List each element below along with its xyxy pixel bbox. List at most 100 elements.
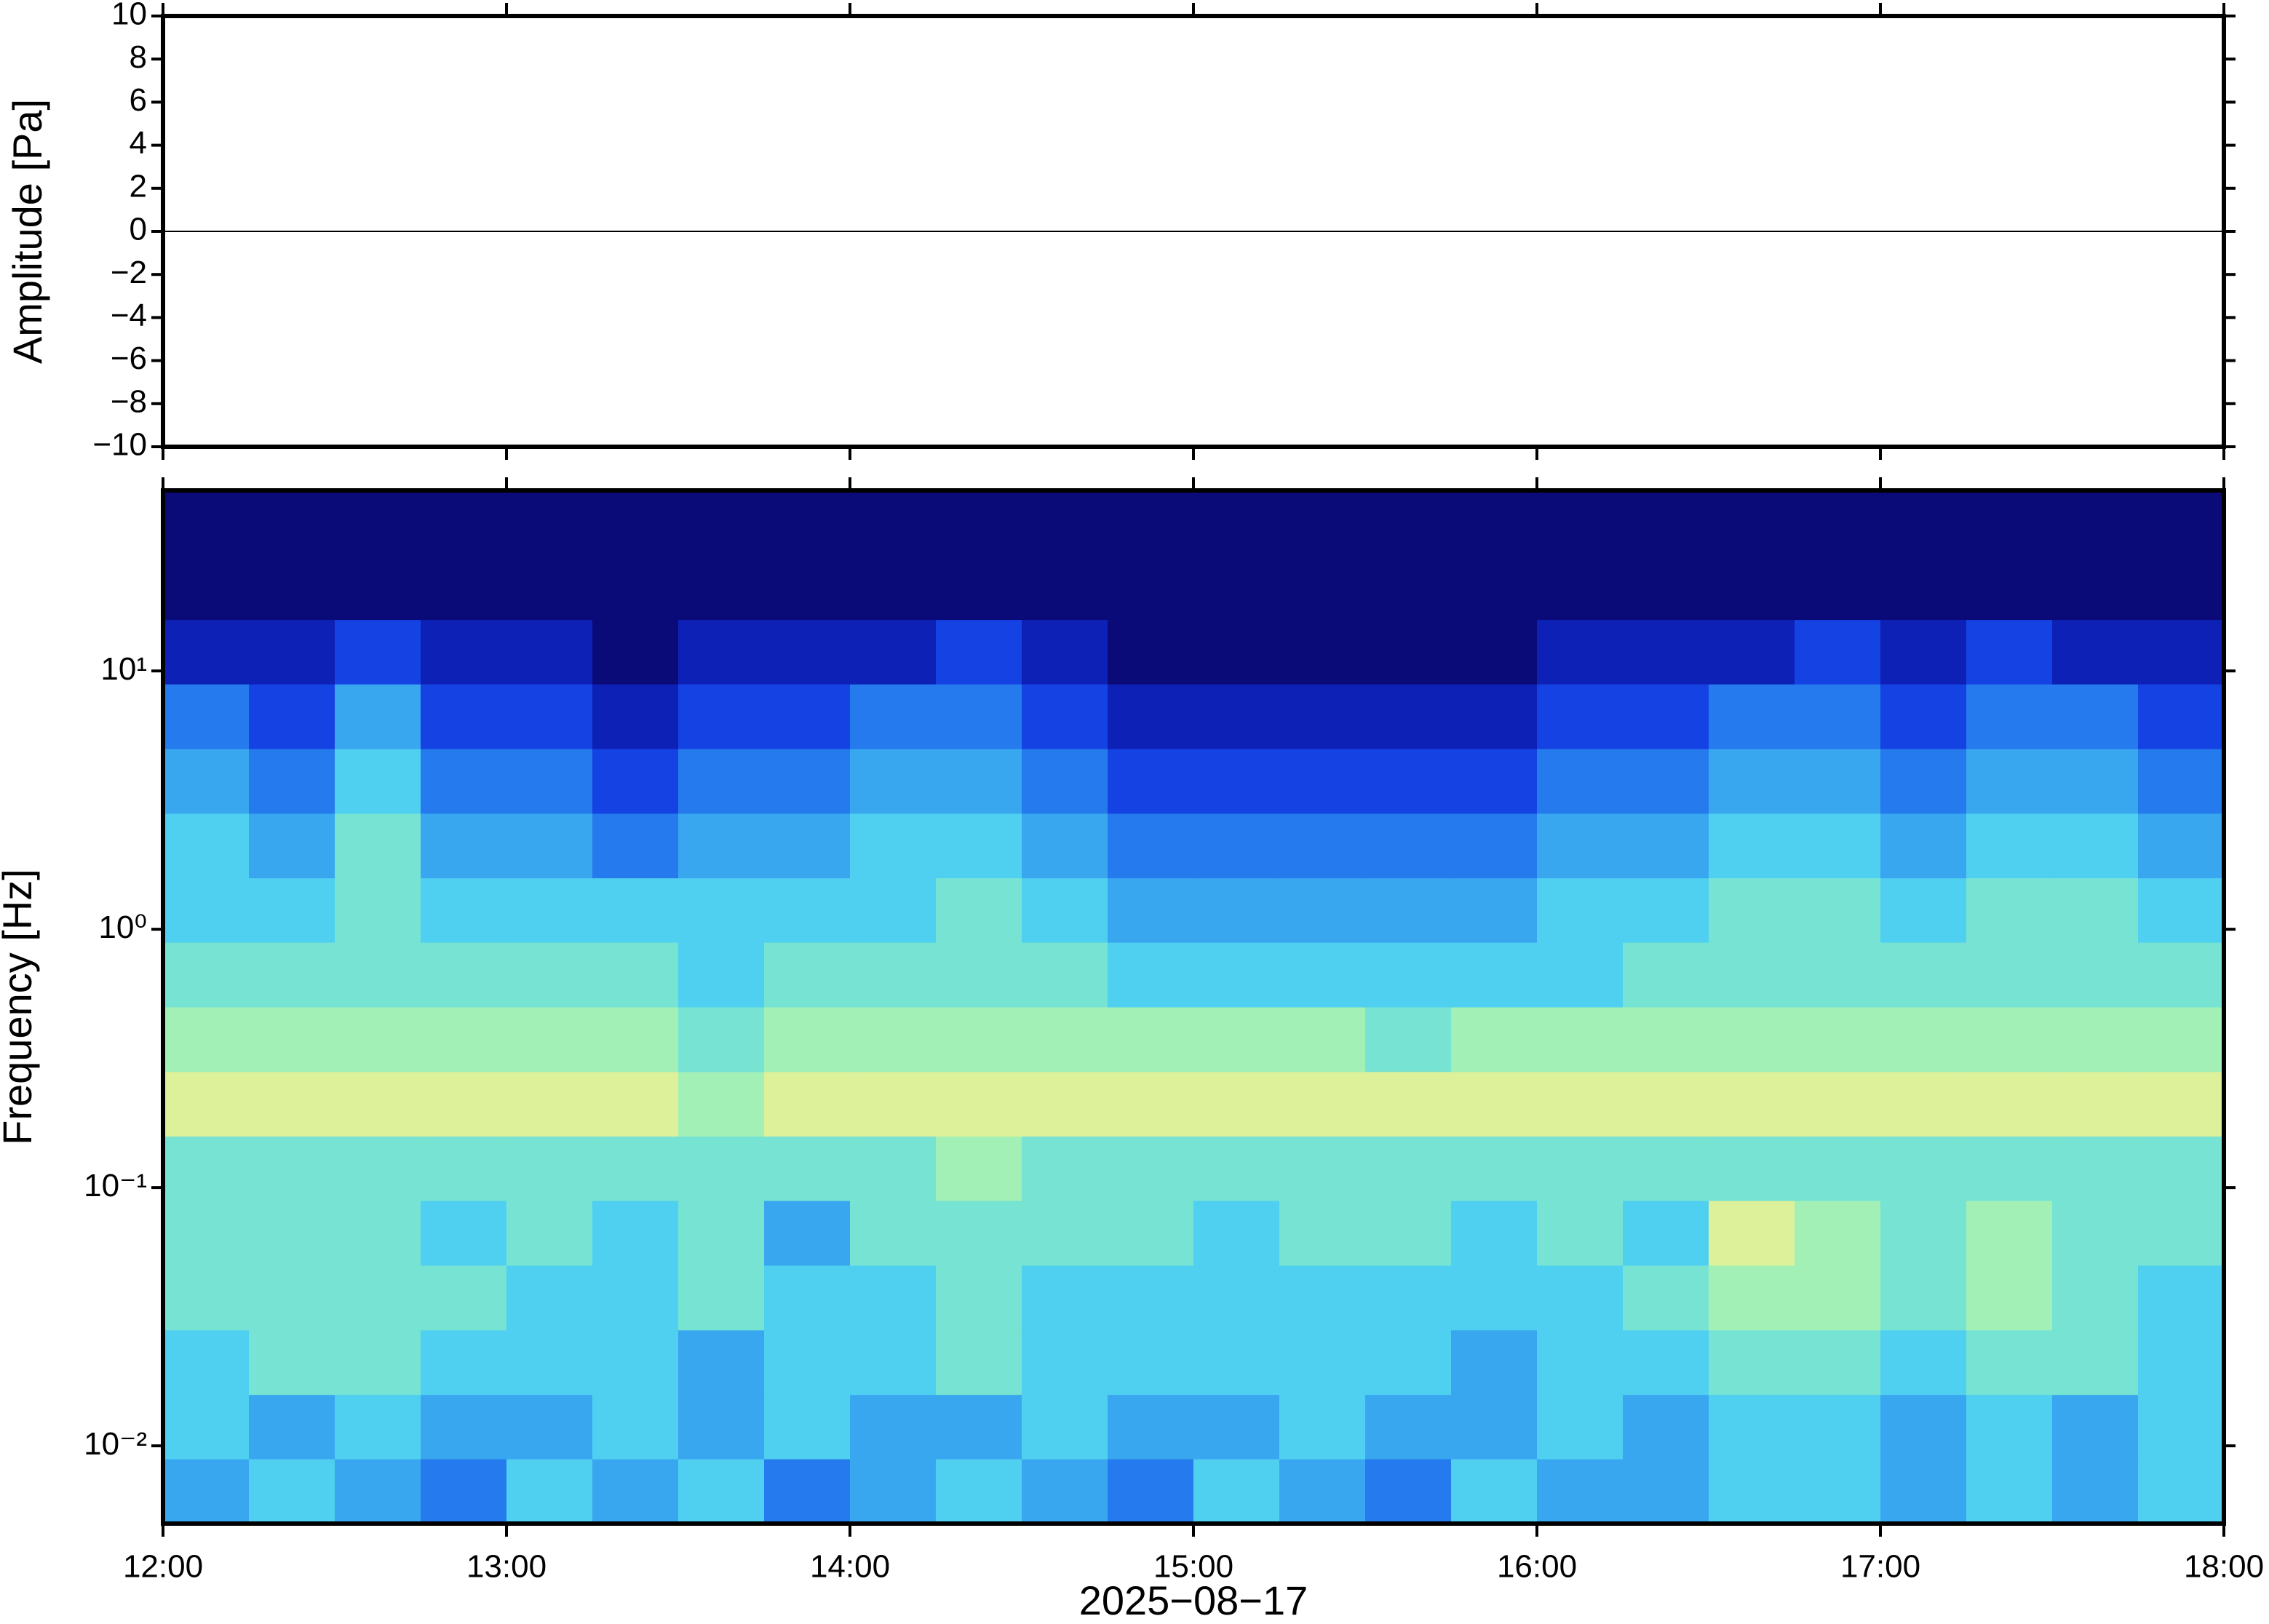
- spectrogram-cell: [1365, 942, 1452, 1008]
- spectrogram-cell: [1795, 1329, 1881, 1396]
- spectrogram-cell: [1709, 619, 1795, 685]
- spectrogram-cell: [1279, 877, 1366, 943]
- spectrogram-cell: [1537, 490, 1624, 556]
- spectrogram-cell: [1193, 749, 1280, 814]
- spectrogram-cell: [1795, 1071, 1881, 1137]
- spectrogram-cell: [850, 1394, 937, 1460]
- spectrogram-cell: [592, 1071, 679, 1137]
- spectrogram-cell: [936, 1071, 1022, 1137]
- spectrogram-cell: [1623, 1201, 1709, 1266]
- spectrogram-cell: [1193, 554, 1280, 621]
- spectrogram-cell: [764, 1201, 851, 1266]
- spectrogram-cell: [678, 1265, 765, 1331]
- y-tick-label: −8: [111, 383, 147, 419]
- spectrogram-cell: [506, 554, 593, 621]
- spectrogram-cell: [1709, 749, 1795, 814]
- spectrogram-cell: [936, 942, 1022, 1008]
- x-tick-label: 13:00: [466, 1549, 547, 1585]
- spectrogram-cell: [421, 749, 507, 814]
- spectrogram-cell: [1108, 1007, 1194, 1072]
- spectrogram-cell: [1193, 1007, 1280, 1072]
- spectrogram-cell: [1451, 1265, 1538, 1331]
- spectrogram-cell: [249, 1007, 335, 1072]
- spectrogram-cell: [1365, 877, 1452, 943]
- spectrogram-cell: [1279, 619, 1366, 685]
- spectrogram-cell: [764, 554, 851, 621]
- spectrogram-cell: [1022, 490, 1108, 556]
- spectrogram-cell: [1795, 1394, 1881, 1460]
- spectrogram-cell: [1709, 1136, 1795, 1201]
- spectrogram-cell: [1537, 749, 1624, 814]
- spectrogram-cell: [335, 877, 421, 943]
- spectrogram-cell: [1193, 1459, 1280, 1524]
- spectrogram-cell: [1108, 942, 1194, 1008]
- y-tick-label: 4: [130, 125, 147, 161]
- spectrogram-cell: [163, 619, 250, 685]
- spectrogram-cell: [163, 684, 250, 749]
- spectrogram-cell: [506, 813, 593, 879]
- spectrogram-cell: [421, 813, 507, 879]
- spectrogram-cell: [163, 1201, 250, 1266]
- spectrogram-cell: [1709, 1265, 1795, 1331]
- spectrogram-cell: [1623, 1136, 1709, 1201]
- spectrogram-cell: [2052, 877, 2139, 943]
- spectrogram-cell: [1966, 1007, 2053, 1072]
- spectrogram-cell: [421, 619, 507, 685]
- spectrogram-cell: [1279, 1201, 1366, 1266]
- spectrogram-cell: [1022, 554, 1108, 621]
- spectrogram-cell: [249, 1394, 335, 1460]
- spectrogram-cell: [1795, 1201, 1881, 1266]
- spectrogram-cell: [592, 1136, 679, 1201]
- spectrogram-cell: [1108, 813, 1194, 879]
- spectrogram-cell: [1108, 684, 1194, 749]
- spectrogram-cell: [1966, 1201, 2053, 1266]
- spectrogram-cell: [1880, 684, 1967, 749]
- spectrogram-cell: [1966, 813, 2053, 879]
- spectrogram-cell: [1193, 813, 1280, 879]
- spectrogram-cell: [1451, 749, 1538, 814]
- spectrogram-cell: [1365, 490, 1452, 556]
- spectrogram-cell: [1623, 1071, 1709, 1137]
- spectrogram-cell: [850, 1459, 937, 1524]
- spectrogram-cell: [1623, 1329, 1709, 1396]
- spectrogram-cell: [2138, 1265, 2225, 1331]
- spectrogram-cell: [335, 619, 421, 685]
- spectrogram-cell: [249, 1071, 335, 1137]
- spectrogram-cell: [1193, 619, 1280, 685]
- spectrogram-cell: [1880, 749, 1967, 814]
- spectrogram-cell: [1108, 749, 1194, 814]
- spectrogram-cell: [592, 942, 679, 1008]
- spectrogram-cell: [1795, 619, 1881, 685]
- spectrogram-cell: [1451, 1459, 1538, 1524]
- spectrogram-cell: [1451, 813, 1538, 879]
- x-axis-label: 2025−08−17: [1079, 1577, 1308, 1623]
- spectrogram-cell: [1795, 1136, 1881, 1201]
- spectrogram-cell: [2138, 813, 2225, 879]
- spectrogram-cell: [335, 1071, 421, 1137]
- spectrogram-cell: [421, 1007, 507, 1072]
- spectrogram-cell: [1365, 1071, 1452, 1137]
- spectrogram-cell: [2052, 1136, 2139, 1201]
- spectrogram-cell: [764, 684, 851, 749]
- spectrogram-cell: [936, 877, 1022, 943]
- spectrogram-cell: [678, 749, 765, 814]
- spectrogram-cell: [1022, 942, 1108, 1008]
- spectrogram-cell: [1537, 1459, 1624, 1524]
- spectrogram-cell: [1193, 684, 1280, 749]
- spectrogram-cell: [421, 1265, 507, 1331]
- spectrogram-cell: [1537, 1071, 1624, 1137]
- y-tick-label: 6: [130, 82, 147, 118]
- spectrogram-cell: [850, 1329, 937, 1396]
- spectrogram-cell: [1193, 1394, 1280, 1460]
- x-tick-label: 18:00: [2184, 1549, 2264, 1585]
- spectrogram-cell: [1795, 942, 1881, 1008]
- spectrogram-cell: [1623, 1394, 1709, 1460]
- spectrogram-cell: [421, 1394, 507, 1460]
- spectrogram-cell: [506, 1071, 593, 1137]
- spectrogram-cell: [850, 1071, 937, 1137]
- spectrogram-cell: [678, 1071, 765, 1137]
- spectrogram-cell: [1795, 1459, 1881, 1524]
- spectrogram-cell: [1022, 1394, 1108, 1460]
- spectrogram-cell: [249, 684, 335, 749]
